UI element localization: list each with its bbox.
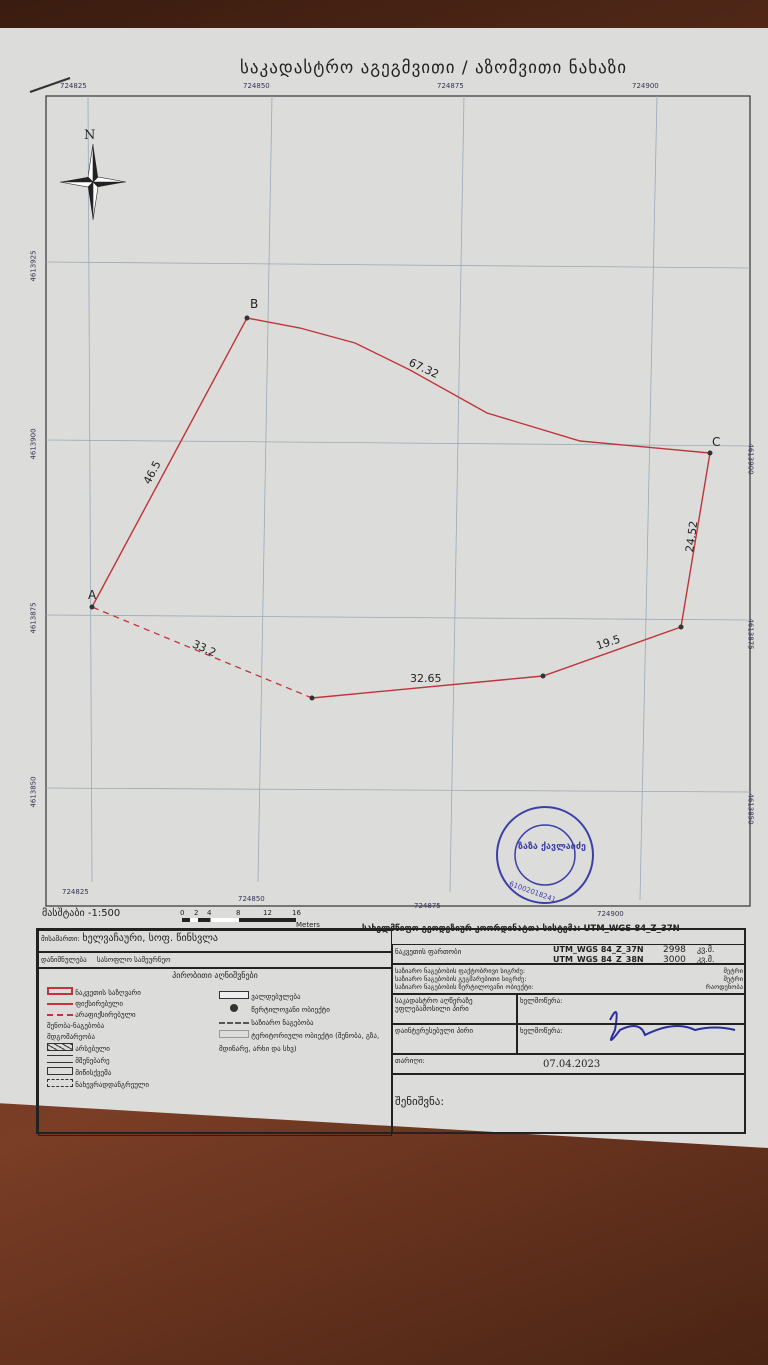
grid-e1 (87, 95, 93, 883)
point-a-label: A (88, 588, 97, 602)
easting-label: 724900 (632, 82, 659, 90)
point-c-label: C (712, 435, 721, 449)
map-frame (45, 95, 751, 907)
northing-label: 4613850 (29, 776, 38, 808)
interested-signature-field[interactable]: ხელმოწერა: (517, 1024, 746, 1054)
easting-label: 724850 (243, 82, 270, 90)
grid-n1 (45, 261, 751, 269)
parcel-boundary-fixed (91, 317, 711, 699)
point-b-label: B (250, 297, 259, 311)
segment-length: 32.65 (410, 672, 442, 685)
scale-tick: 0 (180, 909, 185, 917)
legend: პირობითი აღნიშვნები ნაკვეთის საზღვარი ფი… (38, 968, 392, 1136)
scale-bar (182, 918, 296, 922)
grid-n2 (45, 439, 751, 447)
northing-label: 4613875 (29, 602, 38, 634)
vertices (89, 315, 713, 701)
northing-label: 4613900 (29, 428, 38, 460)
northing-label: 4613875 (746, 618, 755, 650)
address-cell: მისამართი: ხელვაჩაური, სოფ. წინსვლა (38, 930, 392, 952)
note-cell: შენიშვნა: (392, 1074, 746, 1134)
scale-tick: 4 (207, 909, 212, 917)
north-label: N (84, 128, 96, 143)
easting-label: 724875 (414, 902, 441, 910)
interested-label: დაინტერესებული პირი (392, 1024, 517, 1054)
legend-title: პირობითი აღნიშვნები (172, 971, 258, 980)
easting-label: 724825 (60, 82, 87, 90)
shared-structure-cell: საზიარო ნაგებობის ფაქტობრივი სიგრძე: მეტრ… (392, 964, 746, 994)
scale-tick: 2 (194, 909, 199, 917)
signature (609, 1011, 736, 1041)
easting-label: 724900 (597, 910, 624, 918)
paper-sheet (0, 28, 768, 1148)
grid-e4 (639, 95, 658, 901)
northing-label: 4613850 (746, 793, 755, 825)
scale-unit: Meters (296, 921, 320, 929)
grid-e3 (449, 95, 465, 893)
parcel-boundary-unfixed (91, 606, 313, 699)
grid-n4 (45, 787, 751, 793)
scale-label: მასშტაბი -1:500 (42, 908, 121, 919)
northing-label: 4613925 (29, 250, 38, 282)
northing-label: 4613900 (746, 443, 755, 475)
surveyor-label: საკადასტრო აღწერაზე უფლებამოსილი პირი (392, 994, 517, 1024)
scale-tick: 12 (263, 909, 272, 917)
purpose-cell: დანიშნულება სასოფლო სამეურნეო (38, 952, 392, 968)
grid-lines (45, 95, 751, 901)
grid-n3 (45, 614, 751, 621)
surveyor-signature-field[interactable]: ხელმოწერა: (517, 994, 746, 1024)
easting-label: 724825 (62, 888, 89, 896)
area-cell: ნაკვეთის ფართობი UTM_WGS 84_Z_37N 2998 კვ.… (392, 944, 746, 965)
north-arrow-icon (59, 143, 127, 221)
easting-label: 724850 (238, 895, 265, 903)
page-title: საკადასტრო აგეგმვითი / აზომვითი ნახაზი (240, 58, 628, 78)
info-table: მისამართი: ხელვაჩაური, სოფ. წინსვლა დანი… (36, 928, 746, 1136)
scale-tick: 8 (236, 909, 241, 917)
easting-label: 724875 (437, 82, 464, 90)
pen-mark (29, 77, 71, 93)
grid-e2 (257, 95, 273, 883)
date-cell: თარიღი: 07.04.2023 (392, 1054, 746, 1074)
scale-tick: 16 (292, 909, 301, 917)
stamp (496, 806, 594, 904)
stamp-name: ზაზა ქავლაიძე (518, 842, 586, 852)
